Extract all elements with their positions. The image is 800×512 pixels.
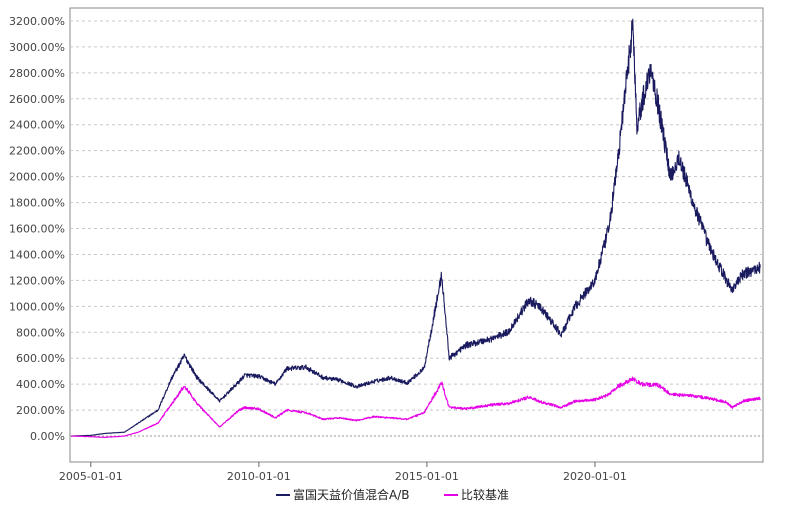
x-tick-label: 2015-01-01: [395, 470, 459, 483]
y-tick-label: 0.00%: [30, 430, 65, 443]
y-tick-label: 1600.00%: [9, 223, 65, 236]
y-tick-label: 200.00%: [16, 404, 65, 417]
legend: 富国天益价值混合A/B 比较基准: [276, 487, 509, 502]
series-line-1: [70, 376, 761, 439]
series-group: [70, 18, 761, 439]
y-tick-label: 1000.00%: [9, 300, 65, 313]
y-tick-label: 800.00%: [16, 326, 65, 339]
series-line-0: [70, 18, 761, 437]
y-tick-label: 2200.00%: [9, 145, 65, 158]
y-tick-label: 3000.00%: [9, 41, 65, 54]
legend-label-1: 比较基准: [461, 487, 509, 502]
y-axis: 3200.00% 3000.00% 2800.00% 2600.00% 2400.00%…: [9, 15, 65, 443]
y-tick-label: 2000.00%: [9, 171, 65, 184]
y-tick-label: 2600.00%: [9, 93, 65, 106]
y-tick-label: 3200.00%: [9, 15, 65, 28]
y-tick-label: 2400.00%: [9, 119, 65, 132]
y-tick-label: 600.00%: [16, 352, 65, 365]
y-tick-label: 400.00%: [16, 378, 65, 391]
x-tick-label: 2005-01-01: [59, 470, 123, 483]
y-tick-label: 1200.00%: [9, 274, 65, 287]
x-axis: 2005-01-01 2010-01-01 2015-01-01 2020-01-01: [59, 462, 627, 483]
y-tick-label: 2800.00%: [9, 67, 65, 80]
legend-label-0: 富国天益价值混合A/B: [293, 487, 410, 502]
plot-frame: [69, 7, 764, 463]
y-tick-label: 1400.00%: [9, 248, 65, 261]
x-tick-label: 2020-01-01: [563, 470, 627, 483]
y-tick-label: 1800.00%: [9, 197, 65, 210]
x-tick-label: 2010-01-01: [227, 470, 291, 483]
